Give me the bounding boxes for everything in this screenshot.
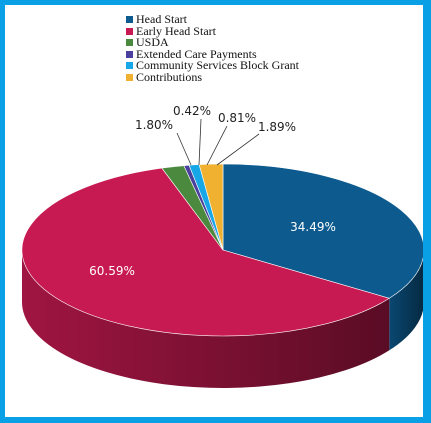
legend-item: Community Services Block Grant	[126, 58, 299, 72]
legend: Head Start Early Head Start USDA Extended C…	[126, 12, 299, 84]
legend-swatch	[126, 50, 133, 58]
pie-chart: 34.49% 60.59% 1.80%0.42% 0.81%1.89%	[21, 104, 423, 388]
legend-label: Early Head Start	[136, 23, 216, 38]
pie-side-early-head-start	[22, 250, 390, 388]
data-label: 1.89%	[258, 120, 296, 134]
legend-swatch	[126, 39, 133, 47]
legend-swatch	[126, 27, 133, 35]
pie-side-head-start	[389, 258, 423, 351]
legend-swatch	[126, 73, 133, 81]
data-label: 0.42%	[173, 104, 211, 118]
leader-line	[176, 132, 192, 166]
data-label: 34.49%	[290, 220, 336, 234]
chart-frame: Head Start Early Head Start USDA Extended C…	[5, 5, 423, 417]
legend-label: Community Services Block Grant	[136, 58, 299, 72]
legend-label: USDA	[136, 35, 169, 49]
data-label: 60.59%	[89, 264, 135, 278]
pie-slice-early-head-start	[21, 167, 391, 337]
data-label: 0.81%	[218, 111, 256, 125]
legend-label: Head Start	[136, 12, 187, 26]
legend-item: Extended Care Payments	[126, 46, 299, 61]
leader-line	[216, 133, 260, 166]
legend-item: USDA	[126, 35, 299, 49]
legend-item: Contributions	[126, 69, 299, 84]
leader-line	[206, 125, 228, 166]
legend-item: Head Start	[126, 12, 299, 26]
legend-label: Contributions	[136, 69, 203, 84]
legend-label: Extended Care Payments	[136, 46, 257, 61]
leader-line	[198, 118, 202, 166]
legend-swatch	[126, 62, 133, 70]
pie-slice-head-start	[222, 163, 423, 299]
data-label: 1.80%	[135, 118, 173, 132]
legend-item: Early Head Start	[126, 23, 299, 38]
legend-swatch	[126, 16, 133, 24]
